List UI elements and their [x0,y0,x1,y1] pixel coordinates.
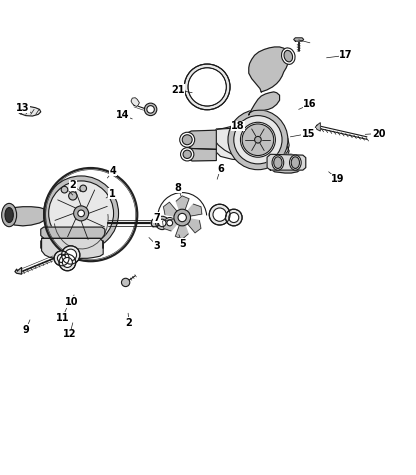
Circle shape [44,176,119,251]
Ellipse shape [274,157,282,169]
Polygon shape [176,218,188,239]
Circle shape [80,185,87,192]
Circle shape [62,257,72,267]
Polygon shape [186,130,216,149]
Circle shape [62,246,80,264]
Circle shape [158,219,166,227]
Polygon shape [131,98,139,106]
Circle shape [188,68,226,106]
Text: 13: 13 [16,103,30,113]
Text: 9: 9 [22,325,29,335]
Polygon shape [17,106,41,116]
Polygon shape [270,154,303,173]
Ellipse shape [291,157,300,169]
Text: 1: 1 [109,189,116,199]
Text: 19: 19 [331,174,344,184]
Circle shape [69,192,77,200]
Polygon shape [249,47,289,92]
Circle shape [57,254,66,263]
Text: 7: 7 [154,212,161,222]
Text: 8: 8 [175,182,181,192]
Circle shape [240,122,275,157]
Circle shape [54,251,69,266]
Circle shape [184,64,230,110]
Circle shape [61,186,68,193]
Text: 15: 15 [302,129,315,139]
Text: 5: 5 [179,239,186,249]
Circle shape [78,210,84,217]
Ellipse shape [2,203,17,227]
Polygon shape [15,267,22,274]
Circle shape [59,254,76,271]
Circle shape [183,150,191,159]
Polygon shape [163,202,182,218]
Circle shape [164,218,175,228]
Polygon shape [186,147,216,161]
Circle shape [209,204,230,225]
Text: 14: 14 [116,110,129,120]
Polygon shape [249,92,280,115]
Polygon shape [212,125,289,161]
Polygon shape [182,204,202,218]
Polygon shape [176,196,189,218]
Text: 11: 11 [56,313,69,323]
Polygon shape [212,119,289,160]
Circle shape [213,208,226,221]
Text: 4: 4 [110,166,116,176]
Circle shape [178,213,186,222]
Ellipse shape [282,48,295,64]
Polygon shape [315,123,320,131]
Circle shape [156,216,169,229]
Circle shape [147,105,154,113]
Circle shape [229,212,239,222]
Circle shape [225,209,242,226]
Circle shape [180,132,195,147]
Ellipse shape [290,155,301,170]
Text: 12: 12 [63,329,77,339]
Text: 6: 6 [217,164,224,174]
Circle shape [242,124,274,155]
Circle shape [49,181,114,246]
Ellipse shape [5,208,13,222]
Circle shape [167,220,173,226]
Circle shape [228,110,288,170]
Text: 20: 20 [372,129,385,139]
Polygon shape [44,187,107,232]
Text: 21: 21 [171,85,185,95]
Text: 18: 18 [231,121,245,131]
Text: 3: 3 [154,241,161,251]
Text: 16: 16 [303,99,317,109]
Ellipse shape [272,155,284,170]
Circle shape [181,148,194,161]
Polygon shape [151,219,159,227]
Circle shape [121,278,130,286]
Circle shape [144,103,157,115]
Polygon shape [8,207,45,226]
Text: 17: 17 [339,50,353,60]
Polygon shape [42,238,103,258]
Circle shape [234,115,282,164]
Text: 10: 10 [65,297,78,307]
Circle shape [74,206,89,221]
Circle shape [255,136,261,143]
Polygon shape [182,218,201,233]
Polygon shape [41,227,105,238]
Text: 2: 2 [69,180,76,190]
Text: 2: 2 [126,318,132,328]
Polygon shape [163,218,182,231]
Circle shape [174,209,191,226]
Polygon shape [267,154,306,170]
Circle shape [182,135,192,145]
Polygon shape [294,38,304,41]
Ellipse shape [284,50,292,62]
Circle shape [65,249,77,261]
